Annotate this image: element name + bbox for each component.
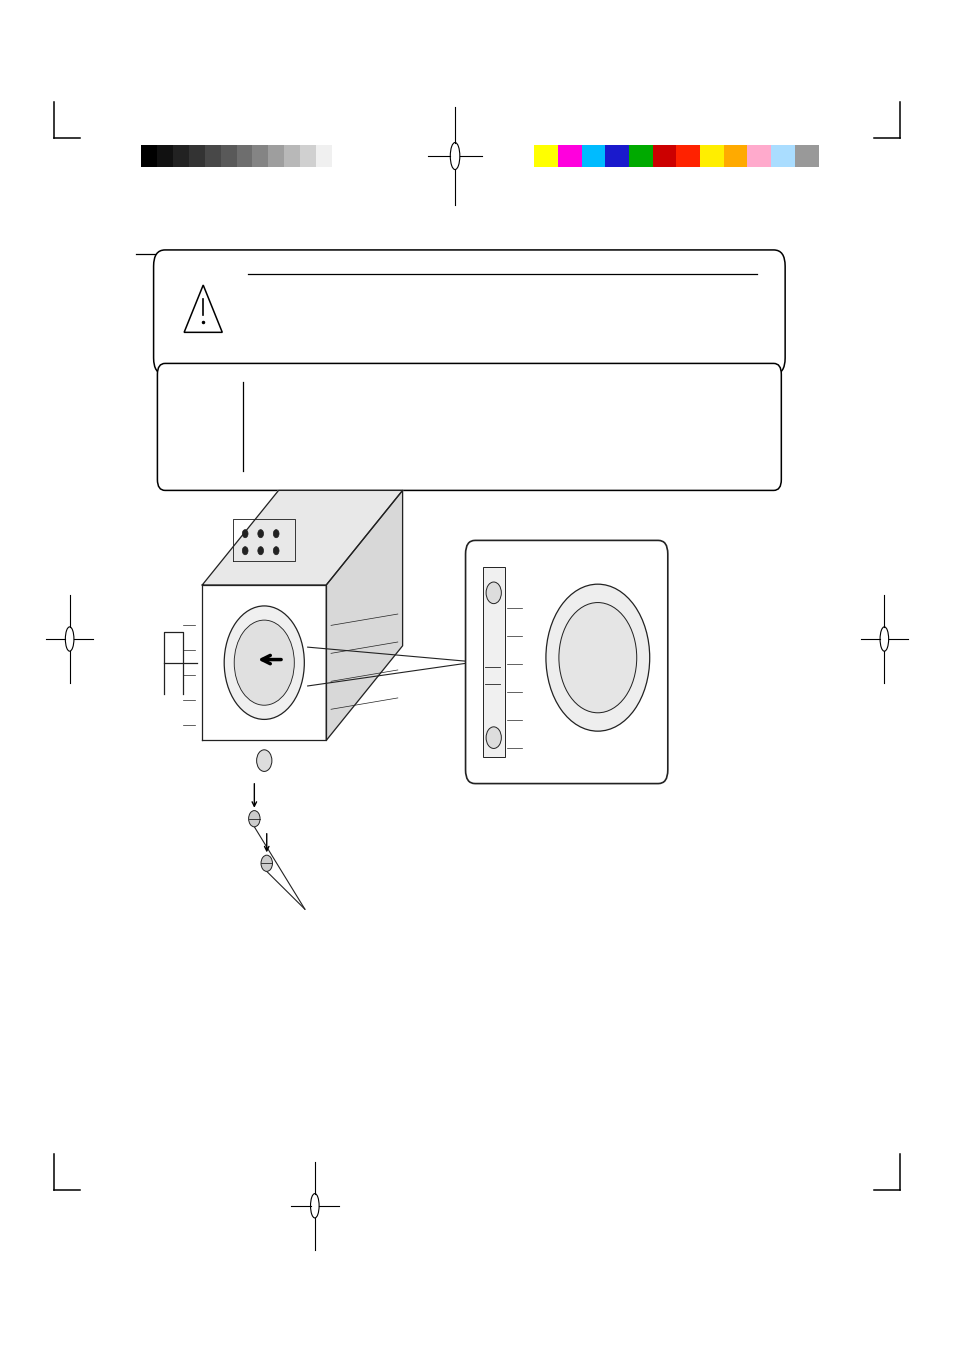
Bar — [205, 145, 220, 168]
Circle shape — [256, 750, 272, 771]
Circle shape — [486, 727, 501, 748]
Bar — [700, 145, 723, 168]
Bar — [605, 145, 628, 168]
Bar — [268, 145, 284, 168]
FancyBboxPatch shape — [157, 363, 781, 490]
Bar — [220, 145, 236, 168]
Circle shape — [273, 547, 278, 555]
Bar — [746, 145, 770, 168]
Circle shape — [257, 530, 263, 538]
Bar — [581, 145, 605, 168]
Bar — [189, 145, 205, 168]
Bar — [558, 145, 581, 168]
Bar — [723, 145, 747, 168]
Polygon shape — [326, 490, 402, 740]
Bar — [315, 145, 332, 168]
Bar — [172, 145, 189, 168]
Circle shape — [224, 605, 304, 719]
Bar — [300, 145, 315, 168]
Polygon shape — [184, 285, 222, 332]
Circle shape — [261, 855, 273, 871]
Bar — [794, 145, 818, 168]
Bar — [482, 567, 504, 757]
Circle shape — [273, 530, 278, 538]
Circle shape — [249, 811, 260, 827]
Circle shape — [234, 620, 294, 705]
Bar — [534, 145, 558, 168]
Circle shape — [242, 547, 248, 555]
Bar — [284, 145, 300, 168]
Bar — [676, 145, 700, 168]
Bar — [236, 145, 253, 168]
Bar — [628, 145, 652, 168]
Polygon shape — [202, 490, 402, 585]
Bar — [770, 145, 794, 168]
Circle shape — [242, 530, 248, 538]
Bar — [141, 145, 157, 168]
FancyBboxPatch shape — [465, 540, 667, 784]
Circle shape — [545, 584, 649, 731]
Bar — [253, 145, 268, 168]
Bar — [652, 145, 676, 168]
Circle shape — [257, 547, 263, 555]
Bar — [157, 145, 172, 168]
Circle shape — [558, 603, 636, 713]
FancyBboxPatch shape — [153, 250, 784, 374]
Circle shape — [486, 582, 501, 604]
